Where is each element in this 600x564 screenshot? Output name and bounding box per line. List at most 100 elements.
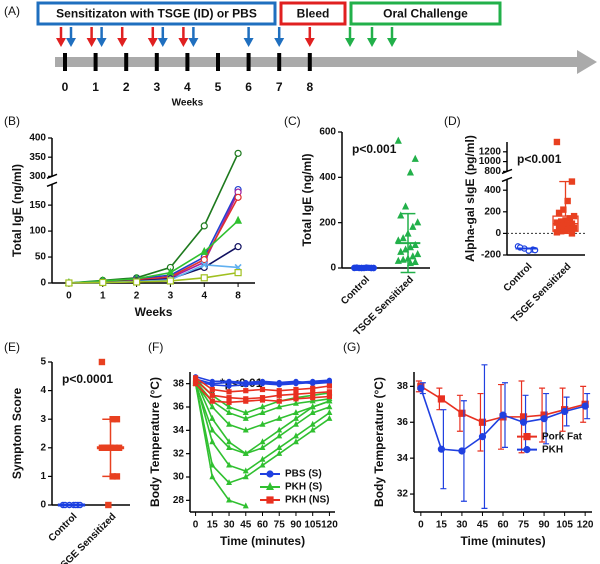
marker	[234, 215, 243, 224]
marker	[276, 398, 282, 404]
axis-break	[501, 176, 513, 183]
arrow-head	[157, 38, 168, 47]
y-tick-label: 800	[484, 166, 501, 177]
week-label: 4	[184, 80, 191, 94]
marker	[411, 154, 419, 162]
marker	[226, 461, 233, 468]
x-tick-label: 30	[223, 520, 235, 531]
y-tick-label: 4	[40, 385, 46, 396]
marker	[458, 447, 466, 455]
marker	[293, 396, 299, 402]
x-axis-label: Time (minutes)	[220, 534, 305, 548]
y-tick-label: 1000	[479, 156, 502, 167]
week-label: 6	[245, 80, 252, 94]
marker	[411, 240, 419, 249]
y-tick-label: 3	[40, 414, 46, 425]
marker	[478, 433, 487, 441]
y-tick-label: 600	[319, 127, 336, 138]
marker	[226, 438, 233, 445]
x-tick-label: 0	[66, 291, 72, 302]
marker	[523, 446, 531, 454]
arrow-head	[56, 38, 66, 47]
y-tick-label: 30	[173, 472, 185, 483]
marker	[242, 449, 249, 456]
series-line	[194, 383, 247, 507]
marker	[478, 418, 487, 426]
marker	[309, 409, 316, 416]
marker	[226, 409, 233, 416]
x-tick-label: 4	[201, 291, 207, 302]
week-tick	[124, 53, 129, 71]
marker	[437, 395, 445, 403]
marker	[326, 414, 333, 421]
panel-label: (G)	[343, 340, 360, 354]
marker	[209, 398, 215, 404]
marker	[209, 386, 215, 393]
marker	[259, 444, 266, 451]
y-tick-label: 100	[29, 226, 46, 237]
y-tick-label: 400	[29, 133, 46, 144]
marker	[226, 403, 233, 410]
y-tick-label: 200	[484, 206, 501, 217]
marker	[243, 382, 249, 388]
legend-label: PKH (NS)	[285, 495, 329, 506]
marker	[406, 168, 414, 176]
annotation: p<0.001	[517, 152, 562, 166]
y-axis-label: Symptom Score	[10, 387, 24, 479]
marker	[276, 403, 283, 410]
marker	[310, 379, 316, 386]
x-tick-label: 60	[257, 520, 269, 531]
marker	[309, 426, 316, 433]
y-tick-label: 50	[35, 252, 47, 263]
marker	[200, 274, 208, 282]
x-tick-label: 75	[518, 520, 530, 531]
y-tick-label: 28	[173, 495, 185, 506]
y-tick-label: 36	[397, 417, 409, 428]
y-tick-label: 34	[173, 425, 185, 436]
y-tick-label: 0	[330, 263, 336, 274]
marker	[259, 381, 266, 387]
timeline-head	[577, 50, 597, 74]
week-tick	[93, 53, 98, 71]
marker	[326, 383, 333, 389]
marker	[402, 245, 410, 253]
marker	[242, 502, 249, 509]
y-axis-label: Body Temperature (°C)	[148, 377, 162, 507]
marker	[310, 395, 316, 401]
marker	[292, 420, 299, 427]
marker	[242, 426, 249, 433]
legend-label: PKH (S)	[285, 482, 322, 493]
marker	[293, 386, 299, 393]
x-tick-label: 3	[168, 291, 174, 302]
marker	[397, 247, 405, 255]
x-tick-label: 90	[539, 520, 551, 531]
marker	[561, 407, 569, 416]
y-tick-label: 2	[40, 442, 46, 453]
y-tick-label: 38	[173, 378, 185, 389]
week-label: 7	[276, 80, 283, 94]
y-tick-label: 1	[40, 471, 46, 482]
marker	[242, 409, 249, 416]
axis-label: Weeks	[172, 98, 204, 109]
arrow-head	[304, 38, 315, 47]
marker	[309, 397, 316, 404]
x-tick-label: 45	[240, 520, 252, 531]
arrow-head	[367, 38, 377, 47]
marker	[209, 461, 216, 468]
marker	[276, 388, 282, 394]
phase-label: Oral Challenge	[383, 7, 468, 21]
marker	[226, 496, 233, 503]
x-tick-label: 105	[304, 520, 321, 531]
arrow-head	[86, 38, 97, 47]
marker	[226, 399, 232, 405]
arrow-head	[66, 38, 76, 47]
marker	[568, 178, 576, 185]
marker	[414, 249, 422, 258]
marker	[226, 395, 232, 401]
marker	[266, 470, 274, 478]
marker	[209, 403, 216, 410]
y-tick-label: 0	[495, 228, 501, 239]
y-axis-label: Total IgE (ng/ml)	[300, 153, 314, 246]
marker	[553, 138, 561, 146]
marker	[234, 149, 242, 157]
